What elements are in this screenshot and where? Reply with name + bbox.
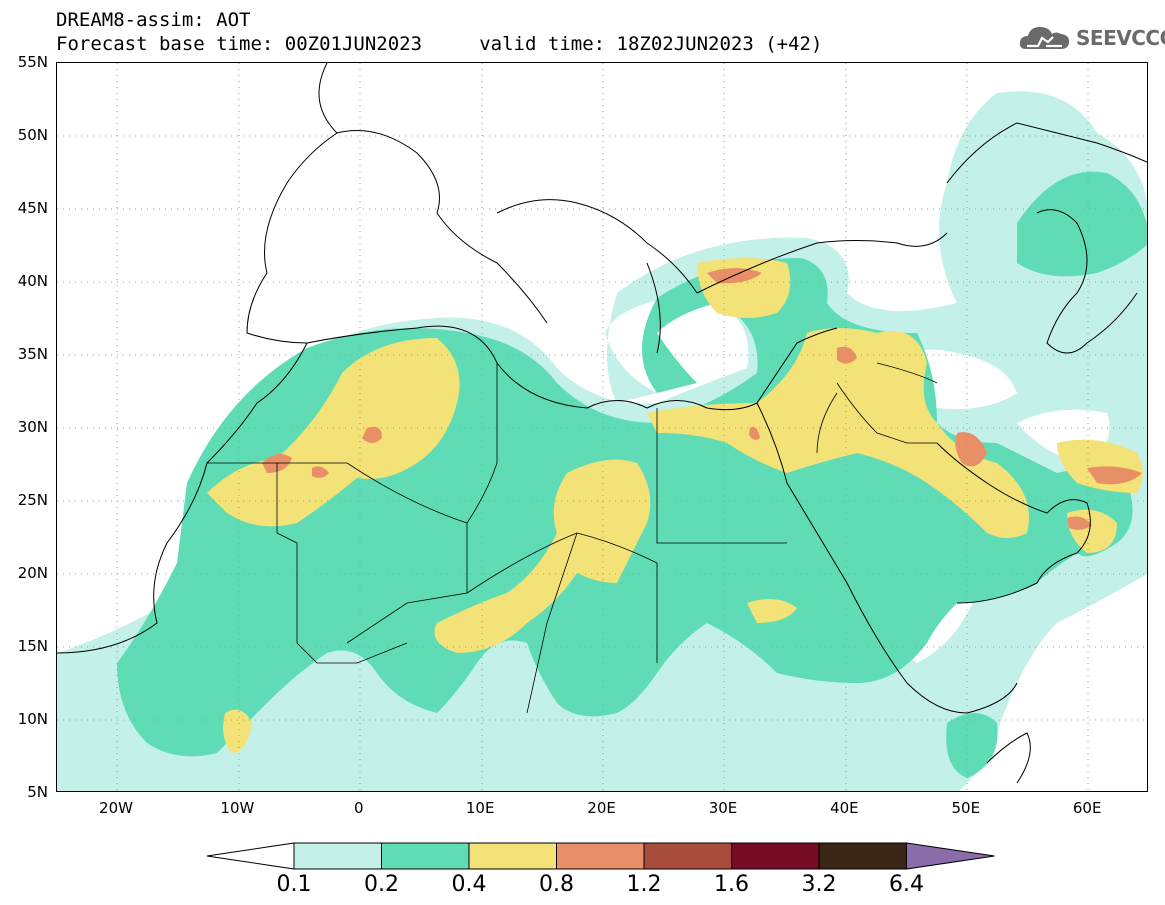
colorbar-label: 0.2 bbox=[364, 872, 399, 897]
colorbar-label: 0.4 bbox=[451, 872, 487, 897]
colorbar-segment bbox=[293, 842, 382, 870]
graticule-and-coastlines bbox=[57, 63, 1147, 791]
graticule bbox=[57, 63, 1147, 791]
lat-label: 40N bbox=[17, 272, 48, 290]
colorbar-label: 1.6 bbox=[714, 872, 749, 897]
colorbar-upper-arrow bbox=[906, 842, 995, 870]
aot-field bbox=[57, 91, 1147, 791]
colorbar-segment bbox=[731, 842, 820, 870]
lat-label: 45N bbox=[17, 199, 48, 217]
colorbar-segment bbox=[556, 842, 645, 870]
lon-label: 50E bbox=[951, 799, 981, 817]
lon-label: 10E bbox=[465, 799, 495, 817]
cloud-icon bbox=[1019, 27, 1070, 49]
lon-label: 10W bbox=[220, 799, 255, 817]
seevccc-logo: SEEVCCC bbox=[1018, 22, 1165, 54]
colorbar-segment bbox=[468, 842, 557, 870]
lon-label: 60E bbox=[1072, 799, 1102, 817]
lon-label: 20E bbox=[587, 799, 616, 817]
lat-label: 25N bbox=[17, 491, 48, 509]
lat-label: 10N bbox=[17, 710, 48, 728]
colorbar-label: 0.8 bbox=[539, 872, 574, 897]
logo-text: SEEVCCC bbox=[1076, 26, 1165, 50]
lat-label: 30N bbox=[17, 418, 48, 436]
lon-label: 0 bbox=[354, 799, 364, 817]
lat-label: 5N bbox=[27, 783, 48, 801]
coastlines bbox=[57, 63, 1147, 784]
colorbar-lower-arrow bbox=[206, 842, 295, 870]
map-title: DREAM8-assim: AOT bbox=[56, 9, 251, 31]
lat-label: 50N bbox=[17, 126, 48, 144]
lat-label: 35N bbox=[17, 345, 48, 363]
colorbar-segment bbox=[381, 842, 470, 870]
aot-contour-0.4 bbox=[207, 258, 1143, 753]
forecast-time-line: Forecast base time: 00Z01JUN2023 valid t… bbox=[56, 33, 823, 55]
colorbar-segment bbox=[818, 842, 907, 870]
lon-label: 30E bbox=[708, 799, 738, 817]
colorbar-label: 3.2 bbox=[801, 872, 837, 897]
colorbar-label: 1.2 bbox=[626, 872, 662, 897]
map-area[interactable] bbox=[56, 62, 1148, 792]
lat-label: 15N bbox=[17, 637, 48, 655]
colorbar-label: 0.1 bbox=[276, 872, 312, 897]
lon-label: 20W bbox=[99, 799, 133, 817]
colorbar bbox=[206, 842, 995, 870]
colorbar-segment bbox=[643, 842, 732, 870]
colorbar-label: 6.4 bbox=[889, 872, 924, 897]
lat-label: 20N bbox=[17, 564, 48, 582]
borders bbox=[207, 362, 938, 714]
lat-label: 55N bbox=[17, 53, 48, 71]
lon-label: 40E bbox=[830, 799, 859, 817]
